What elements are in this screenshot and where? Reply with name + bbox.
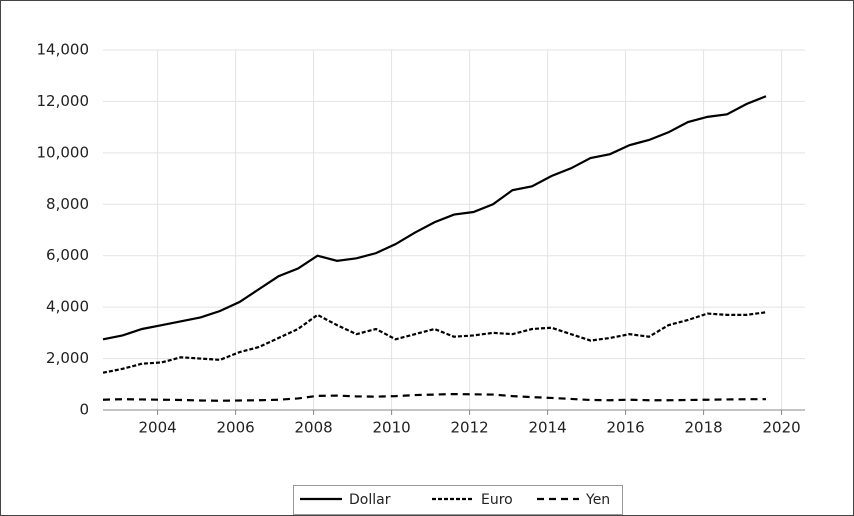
x-tick-label: 2020 bbox=[763, 419, 801, 437]
legend-label: Euro bbox=[481, 492, 513, 508]
x-tick-label: 2008 bbox=[295, 419, 333, 437]
y-tick-label: 0 bbox=[79, 401, 89, 419]
legend-label: Yen bbox=[585, 492, 610, 508]
y-tick-label: 6,000 bbox=[46, 246, 89, 264]
x-tick-label: 2018 bbox=[685, 419, 723, 437]
y-tick-label: 4,000 bbox=[46, 298, 89, 316]
x-tick-label: 2010 bbox=[373, 419, 411, 437]
x-tick-label: 2004 bbox=[139, 419, 177, 437]
x-tick-label: 2006 bbox=[217, 419, 255, 437]
legend-box bbox=[293, 485, 623, 515]
data-line bbox=[102, 95, 767, 341]
data-line bbox=[102, 392, 766, 402]
x-tick-label: 2016 bbox=[607, 419, 645, 437]
x-tick-label: 2012 bbox=[451, 419, 489, 437]
y-tick-label: 2,000 bbox=[46, 349, 89, 367]
x-tick-label: 2014 bbox=[529, 419, 567, 437]
y-tick-label: 10,000 bbox=[37, 143, 90, 161]
legend-label: Dollar bbox=[349, 492, 391, 508]
y-tick-label: 14,000 bbox=[37, 41, 90, 59]
y-tick-label: 8,000 bbox=[46, 195, 89, 213]
y-tick-label: 12,000 bbox=[37, 92, 90, 110]
